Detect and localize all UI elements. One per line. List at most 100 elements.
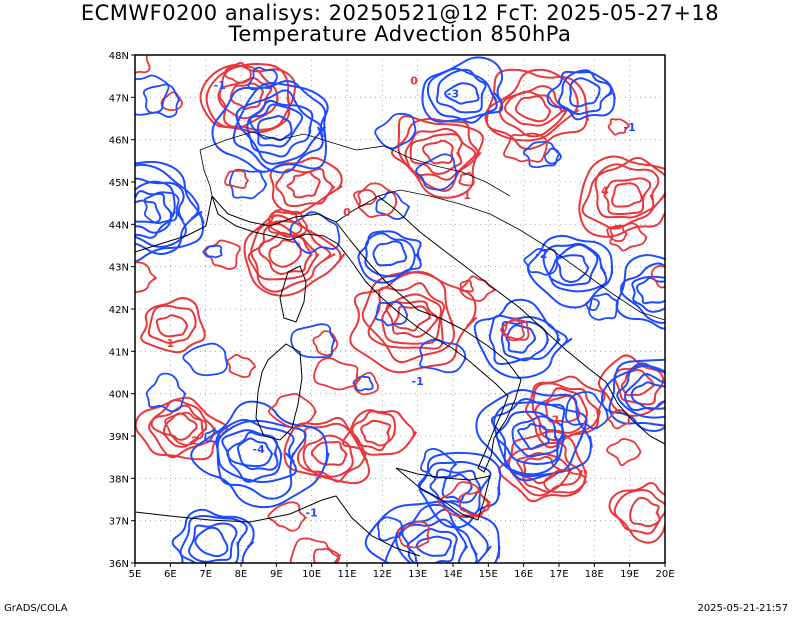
coastline-france [135, 195, 213, 253]
warm-advection-contour [594, 163, 660, 219]
lon-tick-label: 9E [270, 569, 283, 580]
cold-advection-contour [436, 68, 487, 114]
lat-tick-label: 38N [109, 474, 129, 485]
contour-value-label: -1 [214, 79, 226, 92]
warm-advection-contour [629, 496, 661, 528]
cold-advection-contour [364, 232, 416, 278]
lat-tick-label: 41N [109, 347, 129, 358]
warm-advection-contour [422, 139, 454, 165]
warm-advection-contour [313, 357, 359, 391]
warm-advection-contour [650, 264, 665, 289]
warm-advection-contour [267, 501, 308, 532]
contour-value-label: 1 [463, 189, 471, 202]
warm-advection-contour [283, 416, 370, 485]
coastlines [135, 131, 665, 557]
cold-advection-contour [135, 180, 176, 239]
cold-advection-contour [548, 243, 599, 287]
cold-advection-contour [352, 375, 374, 392]
cold-advection-contour [542, 242, 608, 293]
lat-tick-label: 44N [109, 220, 129, 231]
cold-advection-contour [171, 508, 255, 563]
contour-value-label: 2 [552, 413, 560, 426]
warm-advection-contour [459, 275, 497, 302]
cold-advection-contour [600, 364, 665, 432]
cold-advection-contour [135, 74, 170, 116]
coastline-greece [605, 381, 665, 445]
warm-advection-contour [360, 419, 392, 447]
lon-tick-label: 6E [164, 569, 177, 580]
contour-value-label: 0 [410, 75, 418, 88]
warm-advection-contour [438, 481, 491, 518]
lat-tick-label: 45N [109, 178, 129, 189]
lat-lon-grid [135, 55, 665, 563]
contour-value-label: -1 [306, 506, 318, 519]
cold-advection-contour [372, 240, 408, 267]
warm-advection-contour [135, 396, 233, 461]
cold-advection-contour [441, 473, 473, 502]
lon-tick-label: 20E [655, 569, 674, 580]
credit-text: GrADS/COLA [4, 603, 68, 614]
warm-advection-contour [404, 127, 480, 181]
cold-advection-contour [249, 103, 304, 148]
warm-advection-contour [155, 314, 189, 338]
warm-advection-contour [397, 520, 430, 549]
cold-advection-contour [522, 140, 561, 169]
contour-value-label: 2 [191, 434, 199, 447]
contour-value-label: -1 [624, 121, 636, 134]
border-balkans [377, 189, 665, 321]
cold-advection-contour [546, 70, 616, 121]
cold-advection-contour [290, 323, 336, 359]
lon-tick-label: 17E [549, 569, 568, 580]
coastline-italy [211, 195, 522, 473]
warm-advection-contour [302, 434, 354, 478]
chart-subtitle: Temperature Advection 850hPa [228, 22, 572, 46]
warm-advection-contour [218, 64, 279, 129]
warm-advection-contour [609, 222, 648, 252]
cold-advection-contour [247, 66, 278, 91]
cold-advection-contour [145, 372, 187, 413]
lon-tick-label: 7E [199, 569, 212, 580]
lat-tick-label: 48N [109, 51, 129, 62]
lon-tick-label: 11E [337, 569, 356, 580]
lon-tick-label: 13E [408, 569, 427, 580]
cold-advection-contour [357, 230, 422, 284]
warm-advection-contour [543, 468, 588, 494]
warm-advection-contour [503, 132, 548, 163]
warm-advection-contour [268, 210, 308, 238]
cold-advection-contour [588, 292, 619, 321]
warm-advection-contour [312, 330, 339, 357]
warm-advection-contour [525, 375, 606, 449]
warm-advection-contour [504, 90, 565, 127]
cold-advection-contour [256, 114, 293, 142]
warm-advection-contour [357, 182, 398, 218]
warm-advection-contour [268, 208, 303, 238]
warm-advection-contour [502, 319, 525, 340]
lon-tick-label: 18E [585, 569, 604, 580]
warm-advection-contour [164, 411, 208, 446]
warm-advection-contour [613, 489, 665, 535]
warm-advection-contour [199, 64, 297, 131]
warm-advection-contour [381, 293, 443, 345]
warm-advection-contour [534, 387, 588, 434]
lat-tick-label: 40N [109, 390, 129, 401]
warm-advection-contour [393, 305, 432, 332]
contour-value-label: 4 [601, 185, 609, 198]
chart-title: ECMWF0200 analisys: 20250521@12 FcT: 202… [80, 1, 720, 25]
cold-advection-contour [420, 448, 458, 479]
cold-advection-contour [488, 314, 561, 366]
cold-advection-contour [236, 437, 274, 468]
warm-advection-contour [224, 61, 252, 84]
cold-advection-contour [384, 503, 492, 563]
cold-advection-contour [232, 82, 329, 174]
cold-advection-contour [473, 298, 573, 379]
contour-value-label: 3 [315, 468, 323, 481]
cold-advection-contour [511, 415, 560, 458]
warm-advection-contour [268, 392, 317, 429]
cold-advection-contour [517, 423, 550, 450]
coastline-sardinia [255, 343, 303, 441]
warm-advection-contour [140, 297, 207, 354]
cold-advection-contour [569, 77, 601, 108]
warm-advection-contour [310, 440, 348, 466]
cold-advection-contour [289, 211, 341, 254]
cold-advection-contour [135, 199, 162, 224]
